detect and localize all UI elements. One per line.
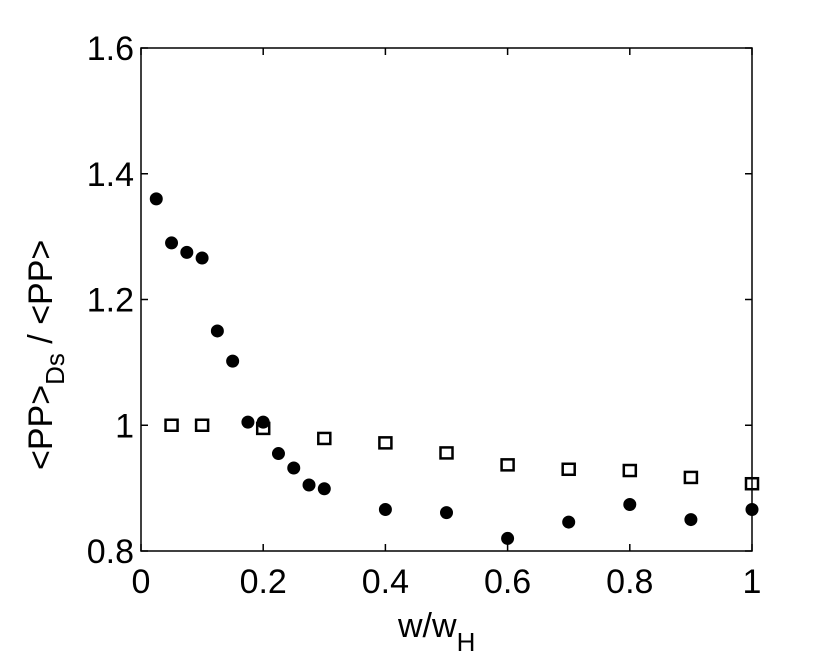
series-1 xyxy=(164,418,760,491)
data-point-circle xyxy=(302,478,316,492)
data-point-circle xyxy=(210,324,224,338)
data-point-circle xyxy=(623,497,637,511)
data-point-circle xyxy=(241,415,255,429)
x-tick-label: 0 xyxy=(132,563,151,601)
y-axis-ticks: 0.8 1 1.2 1.4 1.6 xyxy=(87,30,752,571)
y-tick-label: 1.6 xyxy=(87,30,134,68)
x-tick-label: 1 xyxy=(743,563,762,601)
y-tick-label: 1.2 xyxy=(87,282,134,320)
data-point-circle xyxy=(271,447,285,461)
data-point-circle xyxy=(165,236,179,250)
data-point-circle xyxy=(317,482,331,496)
data-point-square xyxy=(500,458,515,472)
data-point-square xyxy=(194,418,210,432)
x-tick-label: 0.8 xyxy=(606,563,653,601)
data-point-circle xyxy=(180,245,194,259)
y-axis-label-part2: / <PP> xyxy=(22,240,60,353)
y-tick-label: 1.4 xyxy=(87,156,134,194)
data-point-square xyxy=(164,418,179,432)
x-tick-label: 0.2 xyxy=(240,563,287,601)
data-point-circle xyxy=(149,192,163,206)
data-series xyxy=(149,192,760,545)
x-axis-label: w/wH xyxy=(397,607,475,657)
data-point-circle xyxy=(195,251,209,265)
data-point-square xyxy=(439,446,454,460)
data-point-circle xyxy=(684,513,698,527)
data-point-square xyxy=(683,470,699,485)
data-point-circle xyxy=(440,506,453,520)
x-tick-label: 0.4 xyxy=(362,563,409,601)
data-point-circle xyxy=(378,503,392,517)
x-tick-label: 0.6 xyxy=(484,563,531,601)
data-point-circle xyxy=(287,461,301,475)
data-point-circle xyxy=(501,531,515,545)
y-tick-label: 1 xyxy=(115,407,134,445)
x-axis-label-main: w/w xyxy=(397,607,457,645)
data-point-square xyxy=(622,463,638,478)
data-point-square xyxy=(744,476,760,491)
x-axis-label-subscript: H xyxy=(457,627,476,657)
data-point-circle xyxy=(745,503,759,517)
y-axis-label: <PP>Ds / <PP> xyxy=(22,240,70,470)
plot-area xyxy=(140,47,753,552)
y-tick-label: 0.8 xyxy=(87,533,134,571)
y-axis-label-subscript: Ds xyxy=(40,353,70,385)
data-point-circle xyxy=(226,354,240,368)
x-axis-ticks: 0 0.2 0.4 0.6 0.8 1 xyxy=(132,48,762,601)
data-point-square xyxy=(255,421,271,436)
series-0 xyxy=(149,192,759,545)
data-point-square xyxy=(561,462,576,477)
data-point-square xyxy=(378,436,393,450)
y-axis-label-part1: <PP> xyxy=(22,385,60,470)
data-point-square xyxy=(317,431,332,446)
data-point-circle xyxy=(562,515,576,529)
